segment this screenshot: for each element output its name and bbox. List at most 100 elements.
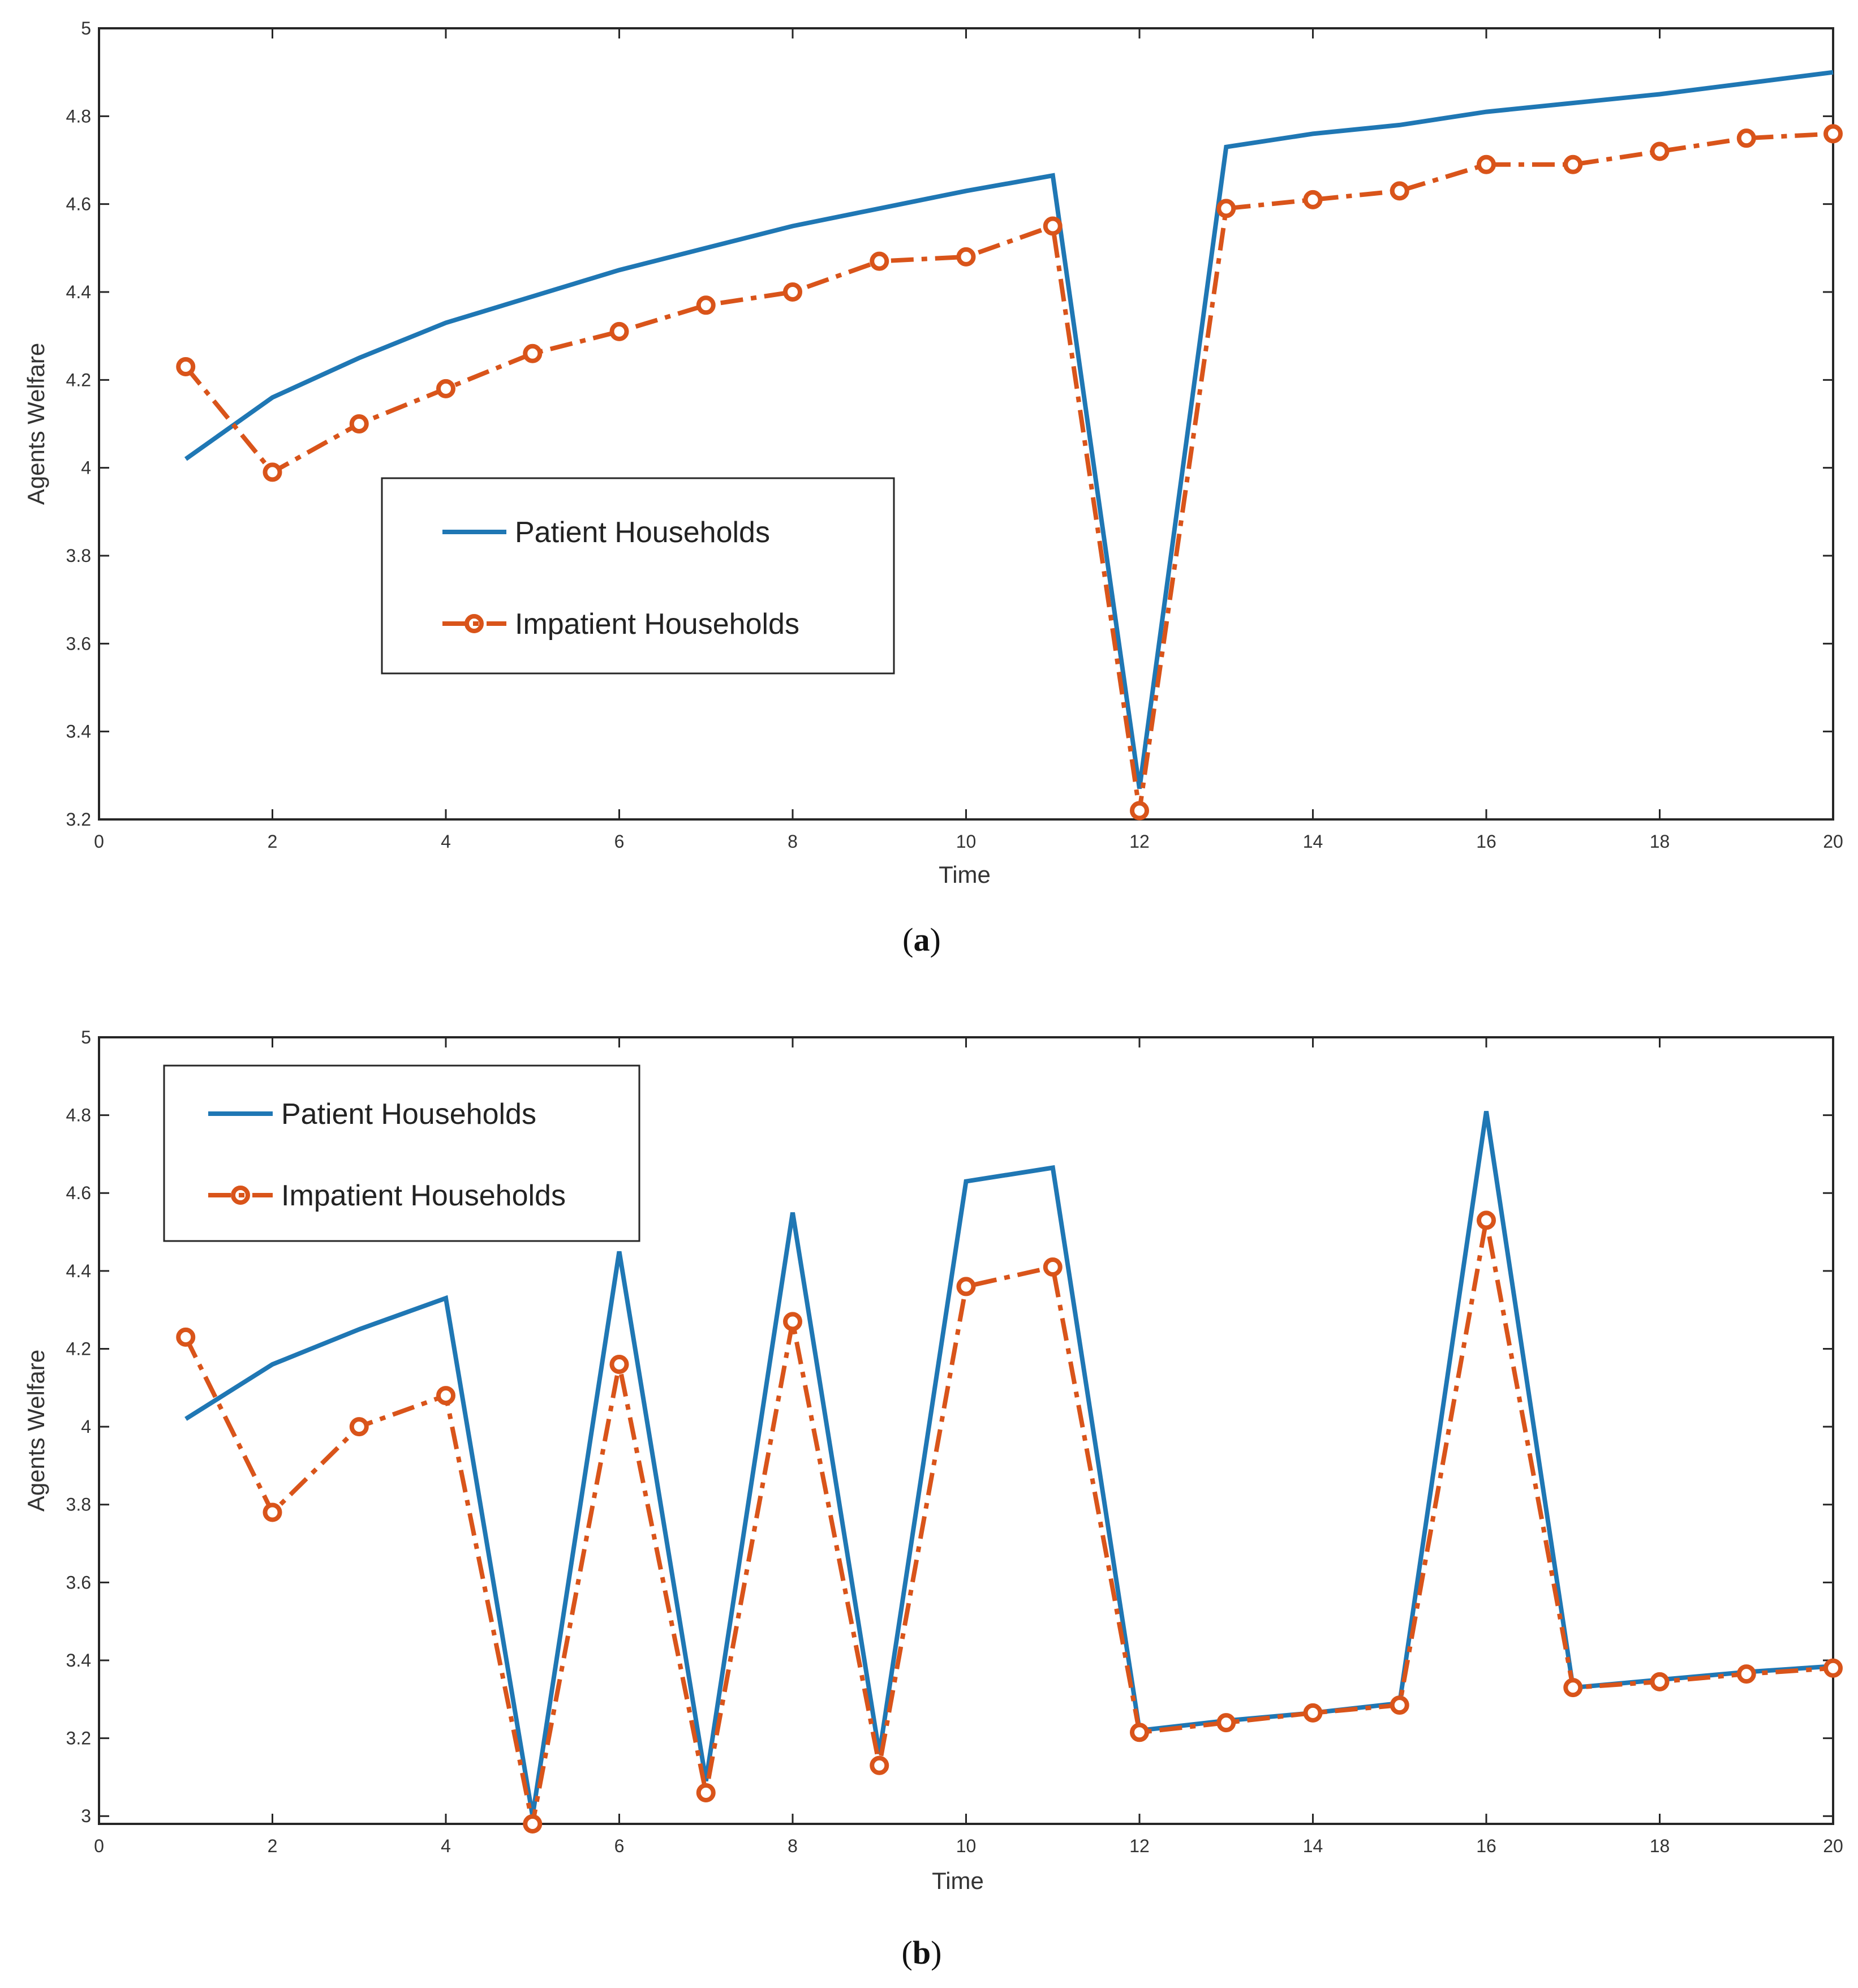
legend-box-b (163, 1064, 640, 1242)
data-point-impatient (1130, 1723, 1149, 1742)
series-group-b (176, 1111, 1843, 1834)
data-point-impatient (263, 1502, 282, 1522)
caption-letter-b: b (913, 1934, 931, 1971)
axis-ticks-b (98, 1036, 1834, 1824)
x-tick-label: 2 (268, 831, 278, 852)
x-tick-label: 18 (1650, 831, 1670, 852)
x-tick-label: 0 (94, 1836, 104, 1856)
y-tick-labels-a: 3.2 3.4 3.6 3.8 4 4.2 4.4 4.6 4.8 5 (66, 18, 91, 830)
data-point-impatient (1477, 1210, 1496, 1230)
x-axis-label-a: Time (939, 861, 991, 888)
legend-box-a (381, 477, 895, 675)
data-point-impatient (1216, 199, 1236, 218)
legend-label-patient-a: Patient Households (515, 516, 770, 549)
data-point-impatient (1563, 154, 1583, 174)
x-tick-label: 2 (268, 1836, 278, 1856)
x-tick-label: 14 (1303, 831, 1323, 852)
data-point-impatient (696, 1783, 716, 1802)
caption-letter-a: a (914, 921, 930, 958)
y-tick-label: 4.2 (66, 1338, 91, 1359)
data-point-impatient (349, 1417, 369, 1437)
x-tick-label: 14 (1303, 1836, 1323, 1856)
series-line-impatient-a (184, 131, 1834, 811)
data-point-impatient (1736, 128, 1756, 148)
x-tick-label: 18 (1650, 1836, 1670, 1856)
data-point-impatient (1736, 1664, 1756, 1684)
data-point-impatient (523, 344, 543, 363)
data-point-impatient (436, 379, 455, 398)
series-line-impatient-b (183, 1220, 1834, 1824)
y-tick-label: 3.6 (66, 633, 91, 654)
data-point-impatient (609, 1355, 629, 1375)
y-tick-label: 4 (81, 1416, 91, 1437)
data-point-impatient (176, 357, 196, 377)
data-point-impatient (1390, 181, 1409, 201)
legend-marker-impatient-a (464, 614, 484, 633)
data-point-impatient (1216, 1713, 1236, 1733)
y-tick-label: 4.2 (66, 370, 91, 390)
data-point-impatient (783, 282, 802, 302)
data-point-impatient (1303, 190, 1323, 209)
legend-b: Patient Households Impatient Households (163, 1064, 640, 1242)
x-tick-label: 6 (614, 1836, 625, 1856)
axis-ticks-a (98, 27, 1834, 821)
x-tick-label: 16 (1476, 1836, 1496, 1856)
x-tick-labels-b: 0 2 4 6 8 10 12 14 16 18 20 (94, 1836, 1843, 1856)
data-point-impatient (349, 414, 369, 433)
y-axis-label-b: Agents Welfare (23, 1350, 49, 1512)
data-point-impatient (1563, 1678, 1583, 1698)
x-axis-label-b: Time (932, 1867, 984, 1894)
legend-label-impatient-a: Impatient Households (515, 608, 799, 641)
data-point-impatient (1477, 154, 1496, 174)
x-tick-label: 20 (1823, 831, 1843, 852)
data-point-impatient (870, 251, 889, 271)
y-tick-label: 4.4 (66, 1261, 91, 1281)
data-point-impatient (696, 295, 716, 315)
x-tick-label: 12 (1129, 831, 1150, 852)
plot-area-a (98, 27, 1834, 821)
series-line-patient-b (184, 1111, 1834, 1817)
y-tick-label: 4.4 (66, 282, 91, 302)
y-tick-label: 3.2 (66, 809, 91, 830)
y-tick-label: 5 (81, 1027, 91, 1047)
legend-label-impatient-b: Impatient Households (281, 1179, 566, 1212)
legend-a: Patient Households Impatient Households (381, 477, 895, 675)
chart-panel-b: 3 3.2 3.4 3.6 3.8 4 4.2 4.4 4.6 4.8 5 0 2 4 6 8 10 12 14 1… (23, 1027, 1843, 1971)
data-point-impatient (1823, 1658, 1843, 1678)
y-tick-label: 5 (81, 18, 91, 38)
x-tick-label: 20 (1823, 1836, 1843, 1856)
data-point-impatient (1043, 1257, 1063, 1277)
series-line-patient-a (184, 70, 1834, 789)
x-tick-label: 4 (441, 831, 451, 852)
y-tick-labels-b: 3 3.2 3.4 3.6 3.8 4 4.2 4.4 4.6 4.8 5 (66, 1027, 91, 1826)
data-point-impatient (783, 1312, 802, 1332)
data-point-impatient (263, 462, 282, 482)
x-tick-label: 16 (1476, 831, 1496, 852)
x-tick-label: 10 (956, 1836, 977, 1856)
series-group-a (176, 70, 1843, 821)
x-tick-label: 8 (788, 831, 798, 852)
x-tick-label: 12 (1129, 1836, 1150, 1856)
data-point-impatient (1390, 1695, 1409, 1715)
x-tick-label: 0 (94, 831, 104, 852)
y-tick-label: 3.4 (66, 1650, 91, 1671)
y-tick-label: 3.4 (66, 722, 91, 742)
data-point-impatient (1650, 141, 1670, 161)
y-tick-label: 4.8 (66, 1105, 91, 1126)
y-tick-label: 3.2 (66, 1728, 91, 1749)
y-tick-label: 4.6 (66, 194, 91, 214)
x-tick-label: 8 (788, 1836, 798, 1856)
x-tick-label: 6 (614, 831, 625, 852)
data-point-impatient (176, 1327, 196, 1347)
y-tick-label: 3.6 (66, 1572, 91, 1592)
data-point-impatient (956, 247, 976, 267)
caption-a: (a) (902, 921, 941, 958)
data-point-impatient (609, 321, 629, 341)
legend-marker-impatient-b (231, 1186, 250, 1205)
y-tick-label: 3 (81, 1806, 91, 1826)
data-point-impatient (1823, 124, 1843, 144)
y-axis-label-a: Agents Welfare (23, 343, 49, 505)
legend-label-patient-b: Patient Households (281, 1098, 536, 1131)
y-tick-label: 4.8 (66, 106, 91, 126)
